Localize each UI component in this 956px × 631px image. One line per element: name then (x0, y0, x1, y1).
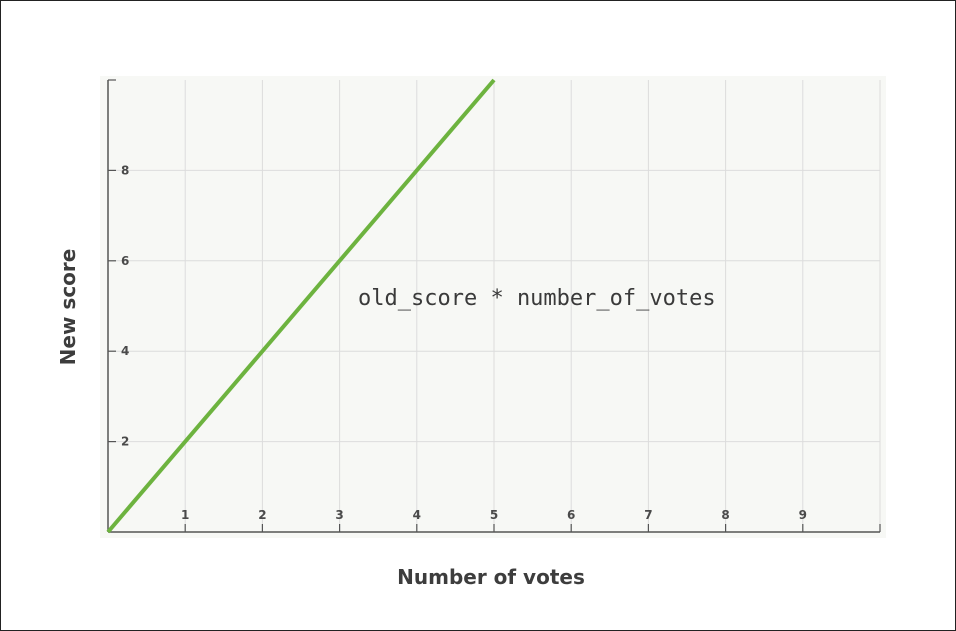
x-tick-label: 5 (490, 508, 498, 522)
x-tick-label: 2 (258, 508, 266, 522)
series-line (106, 78, 496, 534)
x-tick-label: 6 (567, 508, 575, 522)
formula-annotation: old_score * number_of_votes (358, 286, 716, 311)
y-axis-title: New score (56, 249, 80, 366)
x-tick-label: 3 (335, 508, 343, 522)
y-tick-label: 8 (121, 163, 129, 177)
x-axis-title: Number of votes (397, 565, 585, 589)
axes: 1 2 3 4 5 6 7 8 9 2 4 6 8 (107, 79, 881, 533)
y-tick-label: 6 (121, 254, 129, 268)
grid (108, 80, 881, 532)
x-tick-label: 4 (413, 508, 421, 522)
series-layer (106, 78, 496, 534)
x-tick-label: 8 (721, 508, 729, 522)
x-tick-label: 7 (644, 508, 652, 522)
plot-area (100, 76, 886, 538)
x-tick-label: 1 (181, 508, 189, 522)
y-tick-label: 2 (121, 435, 129, 449)
y-tick-label: 4 (121, 344, 129, 358)
x-tick-label: 9 (799, 508, 807, 522)
